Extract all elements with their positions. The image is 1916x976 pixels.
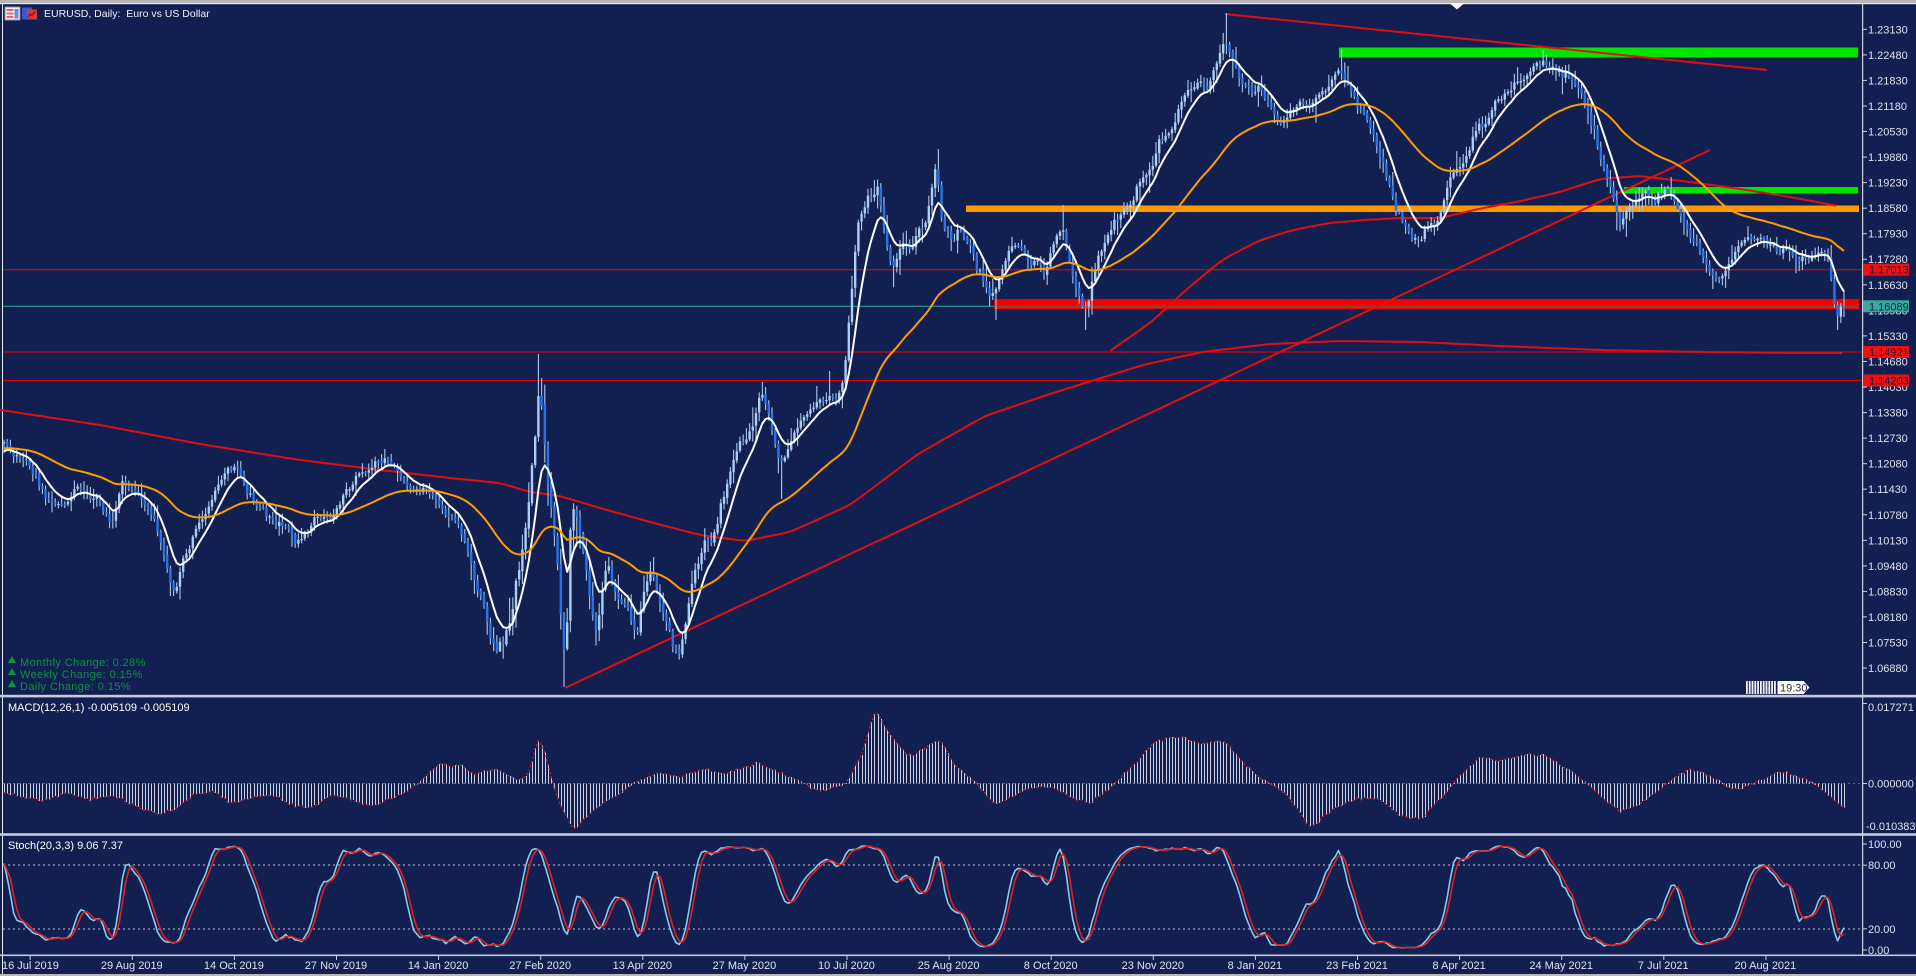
- svg-text:1.21180: 1.21180: [1868, 101, 1907, 113]
- svg-text:1.11430: 1.11430: [1868, 484, 1907, 496]
- svg-text:Weekly Change: 0.15%: Weekly Change: 0.15%: [20, 669, 143, 681]
- svg-text:10 Jul 2020: 10 Jul 2020: [818, 960, 875, 972]
- svg-text:8 Jan 2021: 8 Jan 2021: [1228, 960, 1282, 972]
- svg-text:1.09480: 1.09480: [1868, 561, 1908, 573]
- svg-text:13 Apr 2020: 13 Apr 2020: [613, 960, 672, 972]
- svg-text:16 Jul 2019: 16 Jul 2019: [2, 960, 59, 972]
- svg-text:MACD(12,26,1) -0.005109 -0.005: MACD(12,26,1) -0.005109 -0.005109: [8, 702, 190, 714]
- svg-text:-0.010383: -0.010383: [1866, 821, 1916, 833]
- svg-text:1.17930: 1.17930: [1868, 229, 1908, 241]
- svg-text:1.08830: 1.08830: [1868, 586, 1908, 598]
- svg-text:1.14680: 1.14680: [1868, 357, 1908, 369]
- svg-text:1.23130: 1.23130: [1868, 24, 1908, 36]
- svg-text:0.017271: 0.017271: [1868, 702, 1914, 714]
- svg-text:1.21830: 1.21830: [1868, 75, 1908, 87]
- svg-text:1.16089: 1.16089: [1869, 301, 1909, 313]
- svg-text:27 May 2020: 27 May 2020: [713, 960, 777, 972]
- svg-text:1.15330: 1.15330: [1868, 331, 1908, 343]
- svg-text:1.20530: 1.20530: [1868, 127, 1908, 139]
- svg-text:1.14203: 1.14203: [1869, 376, 1909, 388]
- svg-text:1.13380: 1.13380: [1868, 408, 1908, 420]
- svg-text:1.06880: 1.06880: [1868, 663, 1908, 675]
- svg-text:1.07530: 1.07530: [1868, 638, 1908, 650]
- svg-text:24 May 2021: 24 May 2021: [1529, 960, 1593, 972]
- svg-text:0.00: 0.00: [1868, 945, 1889, 957]
- svg-text:1.19230: 1.19230: [1868, 178, 1908, 190]
- svg-text:1.22480: 1.22480: [1868, 50, 1908, 62]
- svg-text:Daily Change: 0.15%: Daily Change: 0.15%: [20, 681, 131, 693]
- svg-text:1.17280: 1.17280: [1868, 254, 1908, 266]
- svg-text:14 Oct 2019: 14 Oct 2019: [204, 960, 264, 972]
- svg-text:25 Aug 2020: 25 Aug 2020: [918, 960, 980, 972]
- svg-text:100.00: 100.00: [1868, 839, 1902, 851]
- svg-text:8 Apr 2021: 8 Apr 2021: [1432, 960, 1485, 972]
- svg-text:29 Aug 2019: 29 Aug 2019: [101, 960, 163, 972]
- svg-text:Monthly Change: 0.28%: Monthly Change: 0.28%: [20, 657, 146, 669]
- svg-text:23 Feb 2021: 23 Feb 2021: [1326, 960, 1388, 972]
- svg-text:1.16630: 1.16630: [1868, 280, 1908, 292]
- svg-text:14 Jan 2020: 14 Jan 2020: [408, 960, 469, 972]
- svg-text:Stoch(20,3,3) 9.06 7.37: Stoch(20,3,3) 9.06 7.37: [8, 840, 123, 852]
- svg-text:1.12080: 1.12080: [1868, 459, 1908, 471]
- svg-text:0.000000: 0.000000: [1868, 779, 1914, 791]
- svg-text:8 Oct 2020: 8 Oct 2020: [1024, 960, 1078, 972]
- svg-text:20.00: 20.00: [1868, 924, 1896, 936]
- svg-text:EURUSD, Daily: Euro vs US Dol: EURUSD, Daily: Euro vs US Dollar: [44, 8, 210, 20]
- svg-text:1.17013: 1.17013: [1869, 265, 1909, 277]
- svg-text:1.12730: 1.12730: [1868, 433, 1908, 445]
- svg-text:19:30: 19:30: [1780, 683, 1808, 695]
- svg-text:20 Aug 2021: 20 Aug 2021: [1735, 960, 1797, 972]
- svg-text:7 Jul 2021: 7 Jul 2021: [1638, 960, 1689, 972]
- svg-text:1.08180: 1.08180: [1868, 612, 1908, 624]
- svg-text:27 Feb 2020: 27 Feb 2020: [509, 960, 571, 972]
- svg-text:23 Nov 2020: 23 Nov 2020: [1122, 960, 1184, 972]
- svg-text:1.18580: 1.18580: [1868, 203, 1908, 215]
- svg-text:27 Nov 2019: 27 Nov 2019: [305, 960, 367, 972]
- svg-text:1.19880: 1.19880: [1868, 152, 1908, 164]
- svg-text:1.10780: 1.10780: [1868, 510, 1908, 522]
- svg-text:1.14921: 1.14921: [1869, 347, 1909, 359]
- svg-text:1.10130: 1.10130: [1868, 535, 1908, 547]
- svg-text:80.00: 80.00: [1868, 860, 1896, 872]
